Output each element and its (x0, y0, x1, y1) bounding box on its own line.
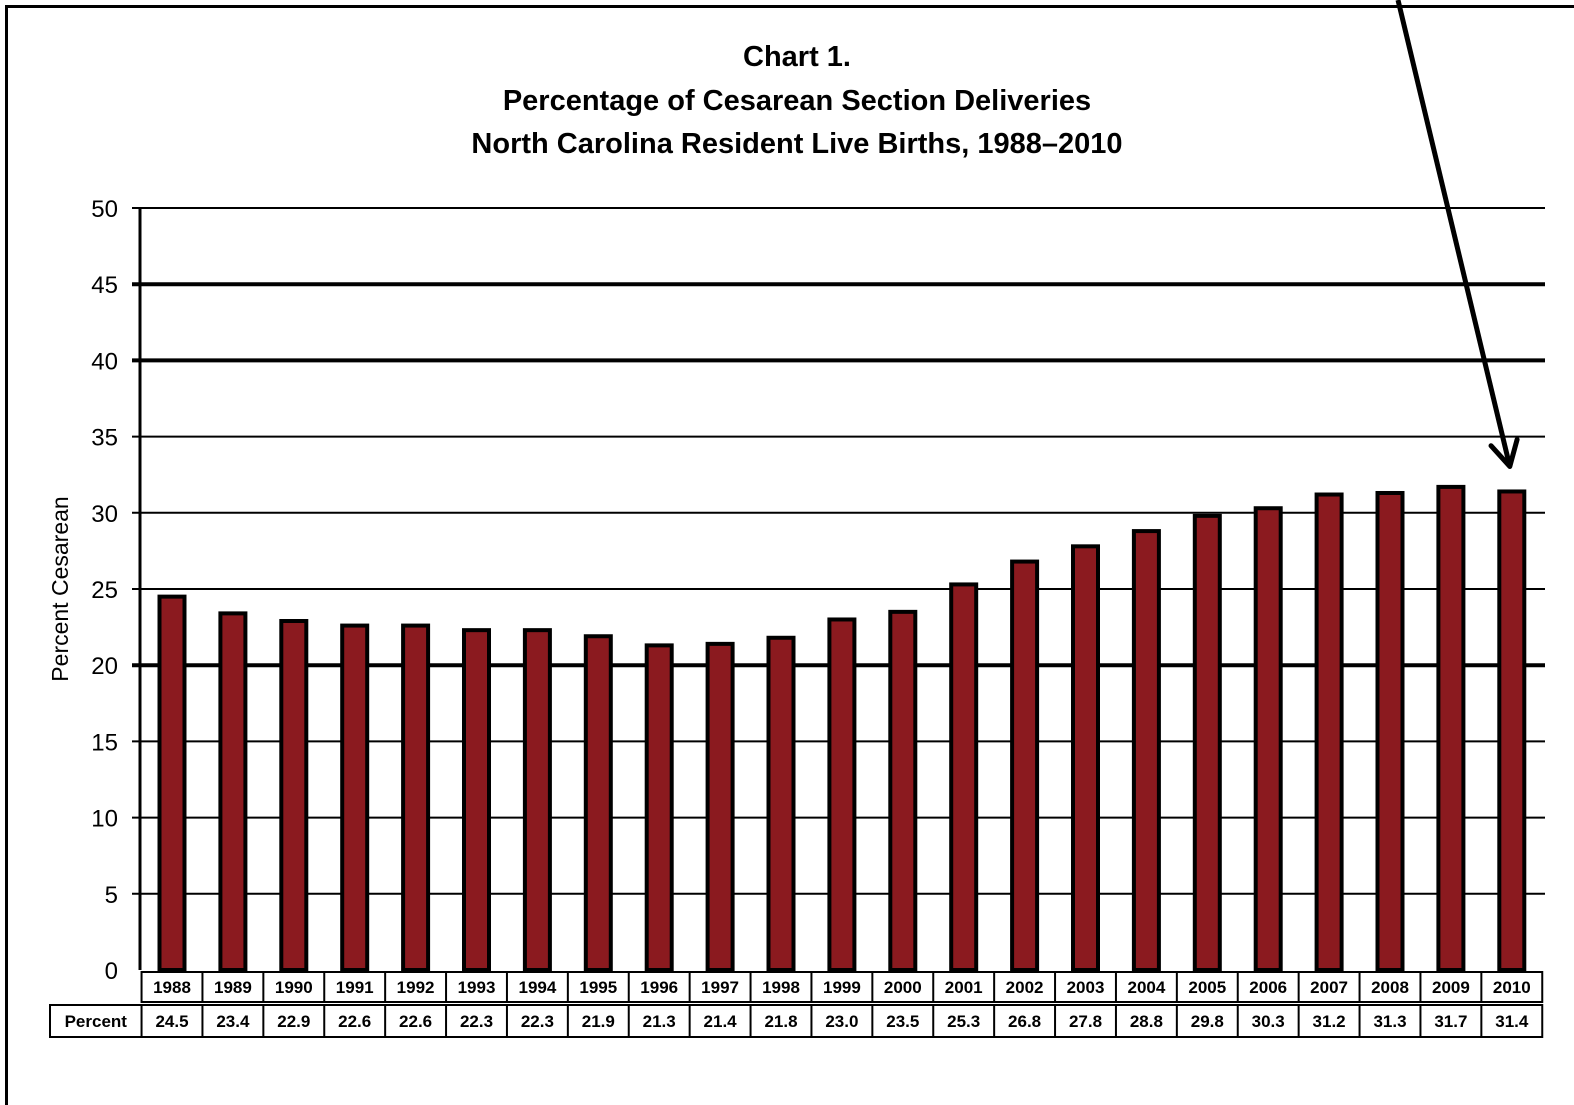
bar-2000 (888, 609, 918, 972)
data-label: 31.4 (1495, 1012, 1529, 1031)
x-tick-label: 1991 (336, 978, 374, 997)
x-tick-label: 2000 (884, 978, 922, 997)
data-label: 31.2 (1313, 1012, 1346, 1031)
chart-subtitle-line-2: North Carolina Resident Live Births, 198… (471, 128, 1122, 160)
x-tick-label: 1999 (823, 978, 861, 997)
bar-1994 (522, 628, 552, 972)
y-tick-label: 40 (91, 348, 118, 375)
y-tick-label: 35 (91, 425, 118, 452)
data-table: Percent 1988 24.5 1989 23.4 1990 22.9 1991 22.6 1… (49, 971, 1544, 1038)
data-label: 23.5 (886, 1012, 919, 1031)
data-label: 22.6 (399, 1012, 432, 1031)
bar-2008 (1375, 490, 1405, 972)
data-label: 31.7 (1434, 1012, 1467, 1031)
data-label: 22.3 (521, 1012, 554, 1031)
y-tick-label: 5 (105, 882, 118, 909)
data-label: 22.3 (460, 1012, 493, 1031)
data-label: 23.0 (825, 1012, 858, 1031)
x-tick-label: 2007 (1310, 978, 1348, 997)
data-label: 30.3 (1252, 1012, 1285, 1031)
x-tick-label: 1988 (153, 978, 191, 997)
chart-titles: Chart 1. Percentage of Cesarean Section … (471, 41, 1122, 160)
y-tick-label: 15 (91, 729, 118, 756)
chart-title: Chart 1. (743, 41, 851, 73)
x-tick-label: 2004 (1127, 978, 1165, 997)
bar-1992 (401, 623, 431, 972)
data-label: 25.3 (947, 1012, 980, 1031)
bar-2010 (1497, 489, 1527, 972)
data-label: 22.6 (338, 1012, 371, 1031)
data-label: 21.3 (643, 1012, 676, 1031)
bar-2006 (1253, 506, 1283, 972)
bar-1997 (705, 641, 735, 972)
bar-2001 (949, 582, 979, 972)
data-label: 21.8 (764, 1012, 797, 1031)
x-tick-label: 2006 (1249, 978, 1287, 997)
bar-1991 (340, 623, 370, 972)
bar-1988 (157, 594, 187, 972)
data-label: 21.9 (582, 1012, 615, 1031)
bar-1996 (644, 643, 674, 972)
x-tick-label: 1989 (214, 978, 252, 997)
x-tick-label: 1994 (518, 978, 556, 997)
data-label: 23.4 (216, 1012, 250, 1031)
bar-1999 (827, 617, 857, 972)
y-tick-label: 20 (91, 653, 118, 680)
table-year-row (140, 971, 1544, 1003)
y-tick-label: 10 (91, 806, 118, 833)
annotation-arrow (1395, 0, 1520, 469)
x-tick-label: 1997 (701, 978, 739, 997)
bar-2004 (1131, 529, 1161, 972)
data-label: 28.8 (1130, 1012, 1163, 1031)
x-tick-label: 2010 (1493, 978, 1531, 997)
data-label: 26.8 (1008, 1012, 1041, 1031)
bar-1990 (279, 619, 309, 973)
x-tick-label: 2005 (1188, 978, 1226, 997)
chart-subtitle-line-1: Percentage of Cesarean Section Deliverie… (503, 85, 1091, 117)
y-tick-label: 45 (91, 272, 118, 299)
y-tick-label: 30 (91, 501, 118, 528)
x-tick-label: 1990 (275, 978, 313, 997)
bar-1993 (462, 628, 491, 972)
data-label: 22.9 (277, 1012, 310, 1031)
bar-2009 (1436, 484, 1466, 972)
bar-1995 (583, 634, 613, 973)
bar-2002 (1010, 559, 1040, 972)
arrow-head (1488, 436, 1520, 469)
bar-2005 (1192, 513, 1222, 973)
x-tick-label: 2001 (945, 978, 983, 997)
x-tick-label: 1998 (762, 978, 800, 997)
y-tick-label: 50 (91, 196, 118, 223)
x-tick-label: 2009 (1432, 978, 1470, 997)
data-label: 29.8 (1191, 1012, 1224, 1031)
x-tick-label: 1995 (579, 978, 617, 997)
bar-2003 (1071, 544, 1100, 972)
arrow-shaft (1395, 0, 1513, 468)
chart-frame (5, 5, 1574, 1105)
data-label: 31.3 (1373, 1012, 1406, 1031)
x-tick-label: 2003 (1067, 978, 1105, 997)
x-tick-label: 2002 (1006, 978, 1044, 997)
x-tick-label: 1993 (458, 978, 496, 997)
bar-1998 (766, 635, 796, 972)
data-label: 21.4 (704, 1012, 738, 1031)
y-tick-label: 0 (105, 958, 118, 985)
y-tick-label: 25 (91, 577, 118, 604)
y-tick-labels: 0 5 10 15 20 25 30 35 40 45 50 (91, 196, 118, 985)
y-axis-label: Percent Cesarean (47, 496, 73, 681)
data-label: 24.5 (155, 1012, 188, 1031)
data-label: 27.8 (1069, 1012, 1102, 1031)
bar-2007 (1314, 492, 1344, 972)
table-percent-row (49, 1004, 1544, 1038)
x-tick-label: 1996 (640, 978, 678, 997)
x-tick-label: 1992 (397, 978, 435, 997)
bars (157, 484, 1527, 973)
table-row-header: Percent (65, 1012, 128, 1031)
bar-1989 (218, 611, 248, 972)
x-tick-label: 2008 (1371, 978, 1409, 997)
